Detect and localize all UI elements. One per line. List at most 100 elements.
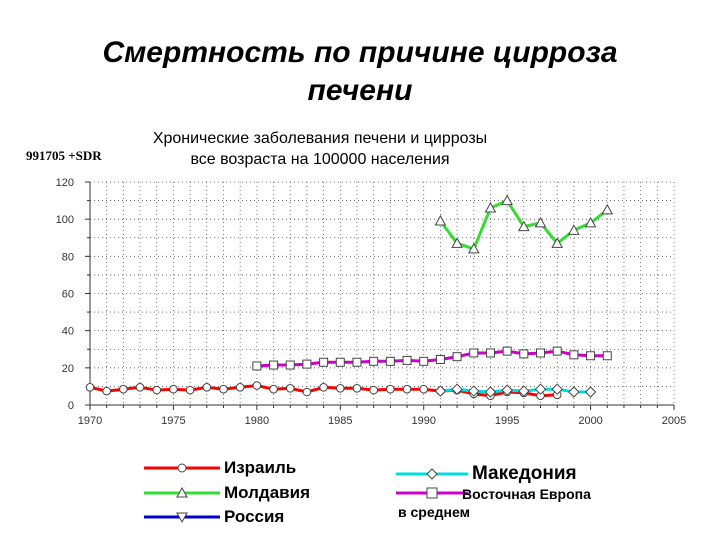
legend-label-moldova: Молдавия bbox=[224, 483, 310, 502]
legend-label-russia: Россия bbox=[224, 507, 285, 526]
data-point-moldova bbox=[467, 242, 480, 254]
y-tick-label: 20 bbox=[62, 363, 74, 375]
x-tick-label: 1985 bbox=[328, 415, 352, 427]
legend-label-israel: Израиль bbox=[224, 458, 297, 477]
x-tick-label: 1990 bbox=[411, 415, 435, 427]
y-tick-label: 40 bbox=[62, 326, 74, 338]
code-label: 991705 +SDR bbox=[26, 148, 102, 163]
series-line-eastern-europe bbox=[256, 349, 608, 368]
chart-title-line2: все возраста на 100000 населения bbox=[190, 151, 450, 168]
y-tick-label: 100 bbox=[56, 214, 74, 226]
data-point-eastern-europe bbox=[252, 361, 262, 371]
data-point-israel bbox=[169, 384, 178, 394]
data-point-eastern-europe bbox=[402, 355, 412, 365]
data-point-macedonia bbox=[518, 385, 530, 397]
data-point-moldova bbox=[434, 214, 447, 226]
data-point-eastern-europe bbox=[536, 348, 546, 358]
legend-swatch-israel bbox=[144, 463, 220, 473]
x-tick-label: 1970 bbox=[78, 415, 102, 427]
data-point-israel bbox=[352, 383, 362, 393]
slide-title: Смертность по причине цирроза печени bbox=[0, 34, 720, 110]
data-point-eastern-europe bbox=[469, 348, 479, 358]
data-point-macedonia bbox=[451, 383, 463, 395]
data-point-macedonia bbox=[484, 386, 497, 398]
data-point-moldova bbox=[568, 224, 580, 235]
legend-swatch-moldova bbox=[144, 486, 220, 498]
data-point-israel bbox=[219, 384, 228, 394]
data-point-eastern-europe bbox=[586, 351, 596, 361]
x-tick-label: 1975 bbox=[161, 415, 185, 427]
data-point-israel bbox=[135, 383, 145, 392]
data-point-eastern-europe bbox=[519, 349, 529, 359]
data-point-macedonia bbox=[534, 383, 547, 395]
data-point-israel bbox=[386, 384, 395, 394]
legend-label-eastern-europe-line2: в среднем bbox=[398, 504, 470, 520]
series-line-macedonia bbox=[440, 387, 591, 394]
legend-swatch-macedonia bbox=[396, 468, 468, 480]
data-point-israel bbox=[202, 383, 212, 392]
data-point-moldova bbox=[601, 203, 614, 215]
data-point-moldova bbox=[517, 220, 530, 232]
data-point-israel bbox=[119, 384, 128, 394]
legend-label-eastern-europe: Восточная Европа в среднем bbox=[398, 485, 591, 521]
data-point-israel bbox=[85, 383, 95, 392]
data-point-macedonia bbox=[434, 385, 447, 397]
data-point-moldova bbox=[451, 237, 463, 248]
data-point-israel bbox=[302, 387, 312, 397]
y-tick-label: 80 bbox=[62, 251, 74, 263]
data-point-israel bbox=[319, 383, 328, 392]
y-tick-label: 120 bbox=[56, 177, 74, 189]
legend-item-israel: Израиль bbox=[144, 458, 296, 478]
data-point-israel bbox=[252, 381, 262, 390]
data-point-eastern-europe bbox=[352, 357, 362, 367]
legend-item-moldova: Молдавия bbox=[144, 483, 310, 503]
data-point-israel bbox=[285, 383, 295, 393]
data-point-israel bbox=[185, 385, 195, 395]
data-point-eastern-europe bbox=[269, 360, 279, 370]
data-point-moldova bbox=[551, 237, 564, 248]
data-point-israel bbox=[369, 385, 378, 395]
slide-title-line2: печени bbox=[307, 74, 413, 107]
data-point-eastern-europe bbox=[502, 346, 512, 356]
data-point-eastern-europe bbox=[569, 350, 579, 360]
y-tick-label: 60 bbox=[62, 289, 74, 301]
data-point-macedonia bbox=[568, 386, 580, 398]
data-point-israel bbox=[419, 384, 429, 394]
data-point-moldova bbox=[501, 194, 513, 206]
slide-title-line1: Смертность по причине цирроза bbox=[102, 36, 618, 69]
data-point-israel bbox=[402, 384, 412, 394]
legend-item-macedonia: Македония bbox=[396, 463, 577, 485]
x-tick-label: 1995 bbox=[495, 415, 519, 427]
data-point-israel bbox=[335, 383, 345, 393]
data-point-eastern-europe bbox=[452, 352, 462, 362]
legend-swatch-russia bbox=[144, 512, 220, 524]
data-point-eastern-europe bbox=[335, 357, 345, 367]
y-tick-label: 0 bbox=[68, 400, 74, 412]
data-point-eastern-europe bbox=[319, 357, 329, 367]
x-tick-label: 1980 bbox=[245, 415, 269, 427]
data-point-macedonia bbox=[468, 385, 480, 397]
data-point-macedonia bbox=[584, 386, 597, 398]
data-point-eastern-europe bbox=[602, 351, 612, 361]
data-point-eastern-europe bbox=[385, 356, 395, 366]
data-point-moldova bbox=[534, 216, 547, 228]
chart-title: Хронические заболевания печени и циррозы… bbox=[100, 128, 540, 170]
data-point-moldova bbox=[584, 216, 597, 228]
data-point-israel bbox=[152, 385, 162, 395]
data-point-israel bbox=[235, 383, 245, 392]
data-point-eastern-europe bbox=[435, 354, 445, 364]
legend-item-eastern-europe: Восточная Европа в среднем bbox=[396, 485, 591, 521]
legend-label-macedonia: Македония bbox=[472, 463, 577, 484]
legend-item-russia: Россия bbox=[144, 507, 284, 527]
data-point-israel bbox=[269, 384, 278, 394]
data-point-macedonia bbox=[501, 384, 513, 396]
data-point-eastern-europe bbox=[285, 360, 295, 370]
data-point-eastern-europe bbox=[419, 356, 429, 366]
data-point-eastern-europe bbox=[552, 346, 562, 356]
data-point-moldova bbox=[484, 201, 497, 213]
legend-swatch-eastern-europe bbox=[396, 487, 468, 499]
x-tick-label: 2000 bbox=[578, 415, 602, 427]
legend-label-eastern-europe-line1: Восточная Европа bbox=[462, 486, 591, 502]
data-point-israel bbox=[102, 386, 111, 396]
data-point-eastern-europe bbox=[485, 348, 495, 358]
